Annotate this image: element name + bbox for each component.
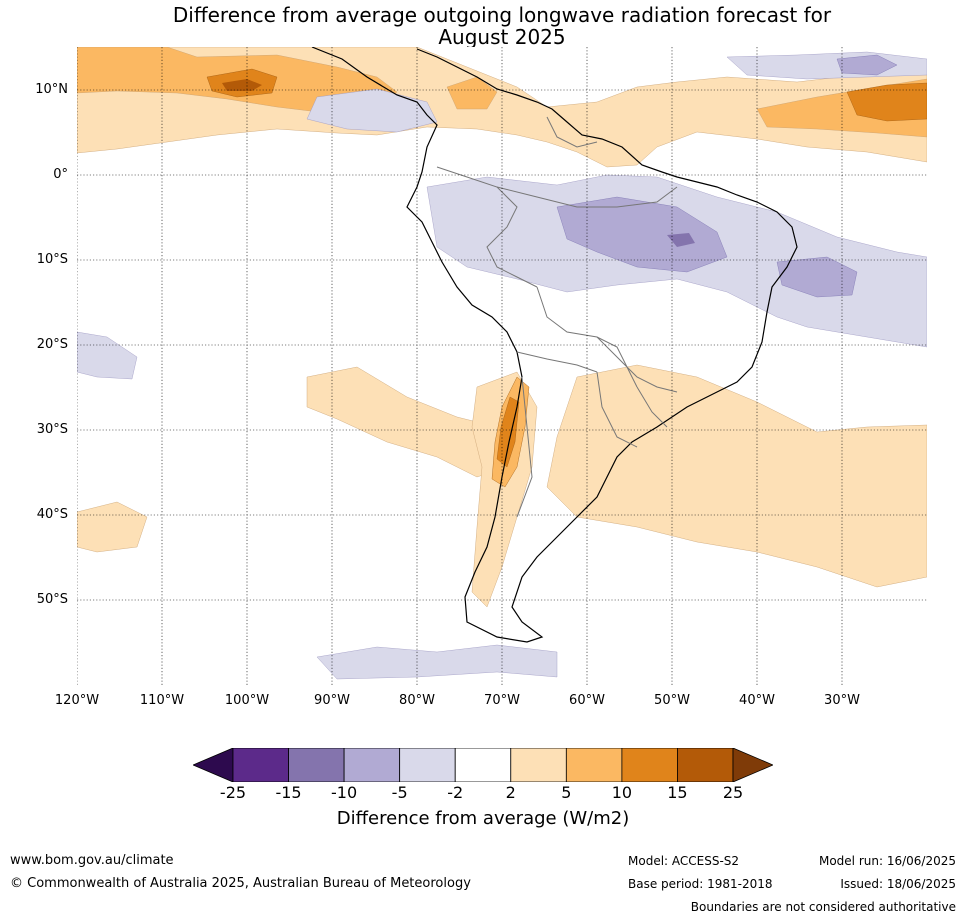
lon-label-90w: 90°W [314, 693, 350, 708]
colorbar-segment [288, 748, 345, 782]
colorbar-segment [565, 748, 623, 782]
colorbar-tick-label: -25 [219, 783, 247, 802]
lat-label-0: 0° [53, 167, 68, 182]
colorbar-tick-label: -5 [391, 783, 408, 802]
anomaly-negative-medium-northeast [836, 54, 898, 76]
model-name: Model: ACCESS-S2 [628, 854, 740, 868]
lon-label-110w: 110°W [139, 693, 185, 708]
colorbar-segment [399, 748, 456, 782]
anomaly-negative-light-southeast-pacific [77, 331, 138, 380]
anomaly-positive-strongest-pacific [222, 79, 262, 91]
colorbar-tick-label: 2 [505, 783, 516, 802]
gridlines [77, 47, 927, 686]
colorbar [193, 748, 773, 782]
website-link[interactable]: www.bom.gov.au/climate [10, 853, 174, 868]
lon-label-120w: 120°W [54, 693, 100, 708]
colorbar-segment [677, 748, 734, 782]
lon-label-50w: 50°W [654, 693, 690, 708]
olr-anomaly-map [77, 47, 927, 686]
lat-label-10s: 10°S [36, 252, 68, 267]
colorbar-label: Difference from average (W/m2) [336, 808, 630, 829]
colorbar-tick-label: 10 [611, 783, 633, 802]
colorbar-tick-label: 15 [667, 783, 688, 802]
colorbar-segment [454, 748, 512, 782]
lon-label-30w: 30°W [824, 693, 860, 708]
boundaries-disclaimer: Boundaries are not considered authoritat… [690, 900, 956, 914]
lon-label-40w: 40°W [739, 693, 775, 708]
anomaly-positive-light-southwest [77, 501, 148, 553]
copyright-text: © Commonwealth of Australia 2025, Austra… [10, 876, 471, 891]
lat-label-40s: 40°S [36, 507, 68, 522]
lon-label-80w: 80°W [399, 693, 435, 708]
colorbar-segment [232, 748, 289, 782]
colorbar-extend-low [193, 748, 234, 782]
anomaly-negative-light-south [316, 644, 558, 680]
anomaly-positive-strong-atlantic [846, 82, 927, 122]
lat-label-30s: 30°S [36, 422, 68, 437]
title-line-2: August 2025 [438, 25, 566, 49]
colorbar-segment [510, 748, 567, 782]
colorbar-tick-label: -2 [447, 783, 464, 802]
country-boundaries [436, 116, 678, 518]
anomaly-negative-strong-amazon [667, 233, 695, 247]
colorbar-tick-label: 5 [561, 783, 572, 802]
anomaly-negative-medium-amazon [556, 196, 728, 273]
colorbar-tick-label: 25 [722, 783, 744, 802]
anomaly-negative-light-northeast [726, 51, 927, 80]
lon-label-100w: 100°W [224, 693, 270, 708]
lon-label-60w: 60°W [569, 693, 605, 708]
anomaly-positive-medium-caribbean [446, 76, 498, 110]
lon-label-70w: 70°W [484, 693, 520, 708]
colorbar-tick-label: -15 [275, 783, 302, 802]
map-title: Difference from average outgoing longwav… [77, 4, 927, 48]
colorbar-extend-high [732, 748, 773, 782]
lat-label-10n: 10°N [35, 82, 68, 97]
anomaly-positive-light-south-atlantic [546, 364, 927, 588]
lat-label-50s: 50°S [36, 592, 68, 607]
issued-date: Issued: 18/06/2025 [840, 877, 956, 891]
south-america-coastline [311, 47, 798, 643]
anomaly-positive-strong-andes [496, 396, 520, 468]
anomaly-negative-medium-northeast-brazil [776, 256, 858, 298]
lat-label-20s: 20°S [36, 337, 68, 352]
model-run-date: Model run: 16/06/2025 [818, 854, 956, 868]
colorbar-segment [621, 748, 678, 782]
colorbar-segment [343, 748, 401, 782]
title-line-1: Difference from average outgoing longwav… [172, 3, 832, 27]
base-period: Base period: 1981-2018 [628, 877, 773, 891]
colorbar-tick-label: -10 [331, 783, 358, 802]
